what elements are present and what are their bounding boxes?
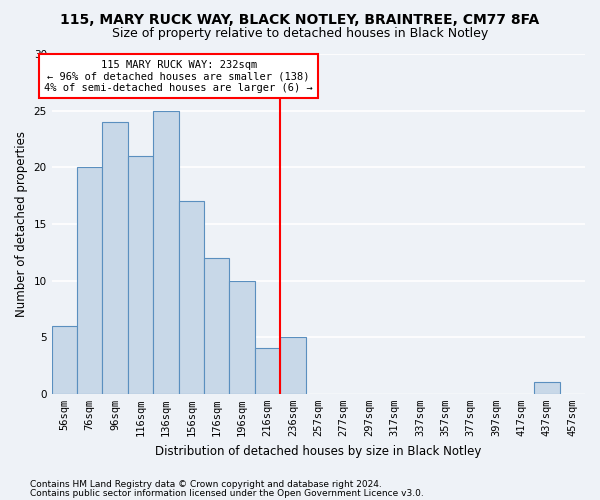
- Y-axis label: Number of detached properties: Number of detached properties: [15, 131, 28, 317]
- Bar: [128, 156, 153, 394]
- Text: 115, MARY RUCK WAY, BLACK NOTLEY, BRAINTREE, CM77 8FA: 115, MARY RUCK WAY, BLACK NOTLEY, BRAINT…: [61, 12, 539, 26]
- Bar: [103, 122, 128, 394]
- Bar: [204, 258, 229, 394]
- Bar: [179, 201, 204, 394]
- Bar: [153, 110, 179, 394]
- Bar: [52, 326, 77, 394]
- Bar: [229, 280, 255, 394]
- Bar: [255, 348, 280, 394]
- Text: Contains public sector information licensed under the Open Government Licence v3: Contains public sector information licen…: [30, 489, 424, 498]
- Text: Size of property relative to detached houses in Black Notley: Size of property relative to detached ho…: [112, 28, 488, 40]
- Bar: [534, 382, 560, 394]
- Bar: [280, 337, 305, 394]
- Text: Contains HM Land Registry data © Crown copyright and database right 2024.: Contains HM Land Registry data © Crown c…: [30, 480, 382, 489]
- Text: 115 MARY RUCK WAY: 232sqm
← 96% of detached houses are smaller (138)
4% of semi-: 115 MARY RUCK WAY: 232sqm ← 96% of detac…: [44, 60, 313, 93]
- Bar: [77, 168, 103, 394]
- X-axis label: Distribution of detached houses by size in Black Notley: Distribution of detached houses by size …: [155, 444, 482, 458]
